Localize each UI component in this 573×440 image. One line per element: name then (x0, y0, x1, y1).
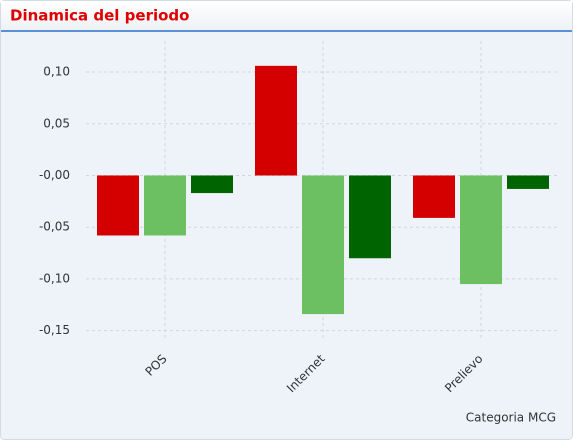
bar (191, 175, 233, 194)
y-tick-label: -0,05 (39, 220, 70, 234)
y-tick-label: -0,15 (39, 323, 70, 337)
y-tick-label: -0,00 (39, 168, 70, 182)
bar (144, 175, 186, 236)
y-tick-label: 0,10 (43, 65, 70, 79)
bar (302, 175, 344, 315)
y-tick-label: -0,10 (39, 271, 70, 285)
x-axis-label: Categoria MCG (466, 411, 556, 425)
y-tick-label: 0,05 (43, 116, 70, 130)
bar (507, 175, 549, 189)
bar (349, 175, 391, 259)
bar (255, 65, 297, 176)
header-background (1, 1, 572, 31)
bar (97, 175, 139, 236)
bar (413, 175, 455, 218)
bar (460, 175, 502, 285)
chart-title: Dinamica del periodo (10, 7, 189, 25)
